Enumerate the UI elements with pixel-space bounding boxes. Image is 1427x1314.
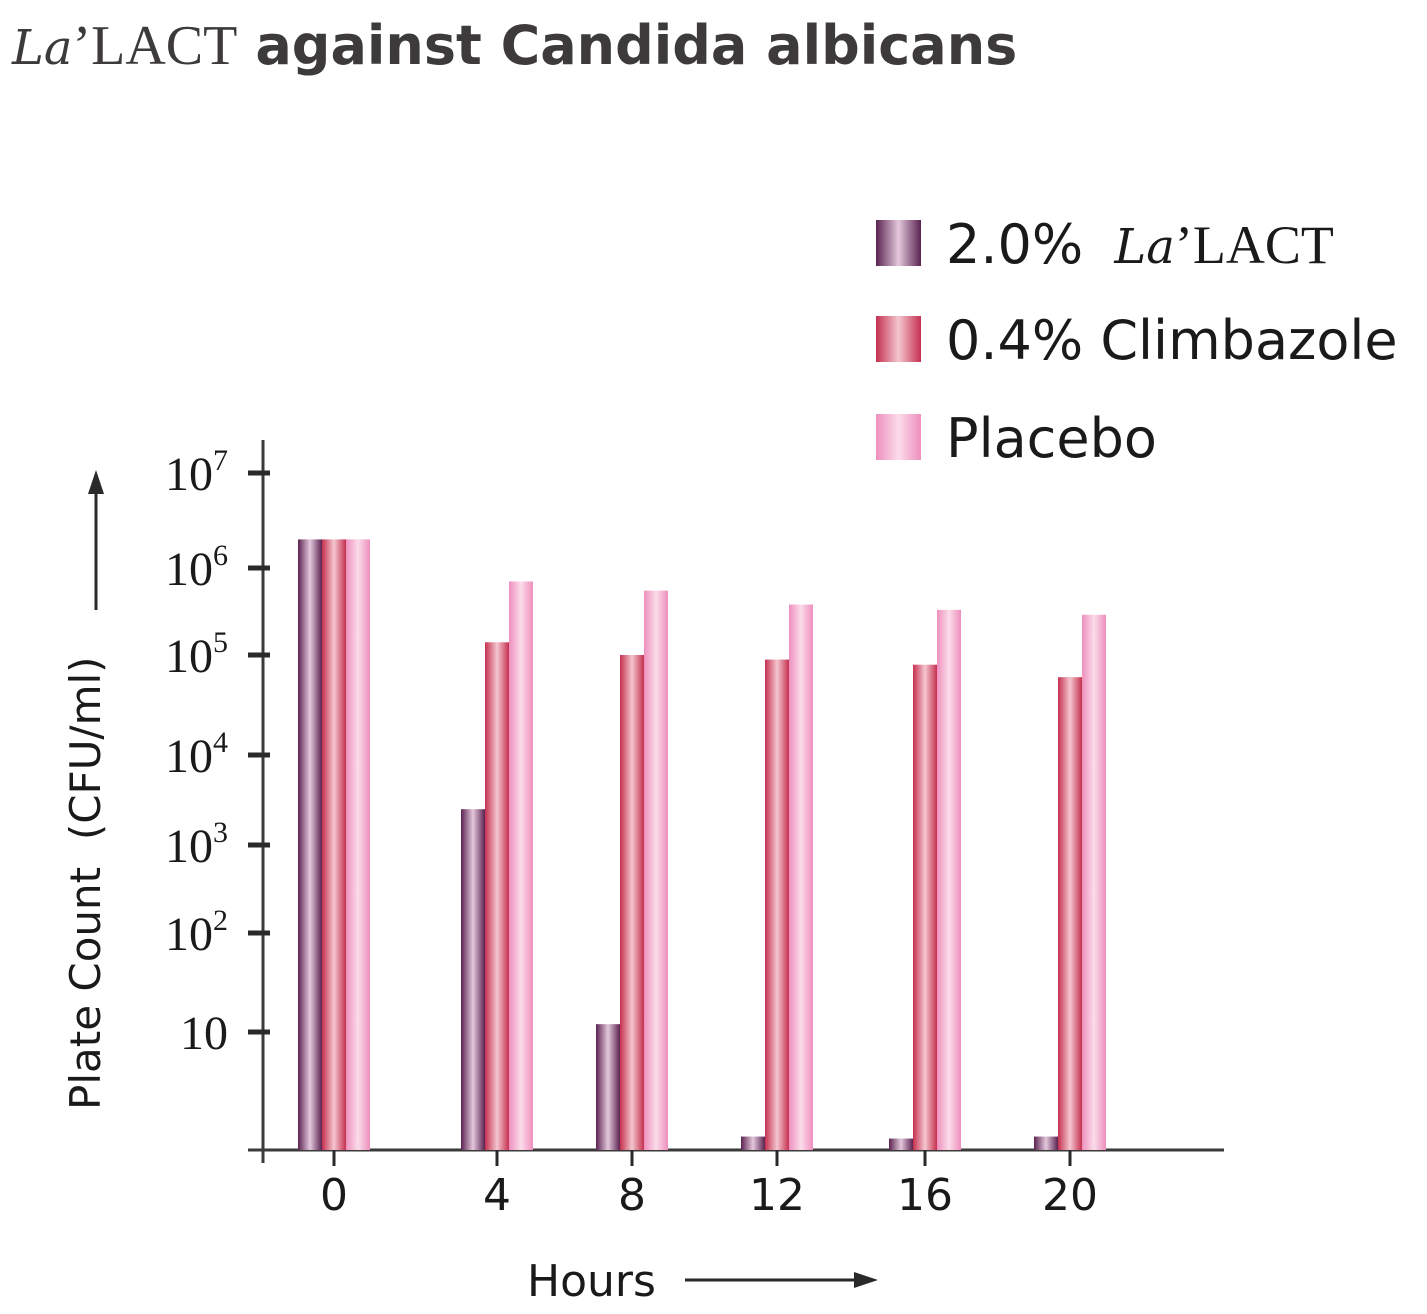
y-tick-label: 10 [180,1007,228,1060]
bar-series-1-cat-0 [322,539,346,1150]
legend-swatch [876,414,921,460]
legend-label: 0.4% Climbazole [946,309,1398,372]
legend-label-text: 2.0% [946,213,1100,276]
x-tick-label: 16 [897,1170,953,1221]
x-tick-label: 4 [483,1170,511,1221]
legend-swatch [876,316,921,362]
bar-series-2-cat-3 [789,604,813,1150]
y-tick-base: 10 [165,730,213,783]
y-tick-exponent: 3 [213,816,228,849]
title-brand-script: La [11,20,73,76]
bar-series-1-cat-5 [1058,677,1082,1150]
bar-series-1-cat-1 [485,642,509,1150]
y-tick-exponent: 7 [213,444,228,477]
y-tick-label: 107 [165,444,228,501]
legend: 2.0% La’LACT 0.4% Climbazole Placebo [876,213,1398,470]
y-tick-label: 104 [165,726,228,783]
y-tick-label: 103 [165,816,228,873]
bars-group [298,539,1106,1150]
y-tick-exponent: 2 [213,904,228,937]
x-axis-ticks: 0 4 8 12 16 20 [320,1150,1098,1221]
legend-label: 2.0% La’LACT [946,213,1334,276]
legend-brand-script: La [1113,219,1175,275]
x-tick-label: 20 [1042,1170,1098,1221]
chart-title: La’LACT against Candida albicans [11,14,1017,77]
bar-series-2-cat-1 [509,581,533,1150]
y-tick-label: 105 [165,626,228,683]
legend-label-text: 0.4% Climbazole [946,309,1398,372]
x-tick-label: 0 [320,1170,348,1221]
bar-series-0-cat-0 [298,539,322,1150]
bar-series-0-cat-5 [1034,1136,1058,1150]
y-tick-exponent: 5 [213,626,228,659]
legend-label-text: Placebo [946,407,1157,470]
y-tick-label: 102 [165,904,228,961]
bar-series-2-cat-4 [937,609,961,1150]
title-brand-name: ’LACT [73,15,238,77]
y-axis-label: Plate Count (CFU/ml) [61,656,110,1110]
title-text: against Candida albicans [255,14,1017,77]
x-tick-label: 8 [618,1170,646,1221]
bar-series-0-cat-2 [596,1024,620,1150]
y-axis-arrow-head [88,470,104,494]
bar-series-1-cat-4 [913,664,937,1150]
bar-series-0-cat-3 [741,1136,765,1150]
x-tick-label: 12 [749,1170,805,1221]
y-tick-exponent: 6 [213,539,228,572]
x-axis-arrow-head [854,1272,878,1288]
legend-swatch [876,220,921,266]
x-axis-label: Hours [527,1256,656,1307]
y-tick-base: 10 [165,908,213,961]
bar-series-1-cat-3 [765,659,789,1150]
y-tick-base: 10 [165,543,213,596]
y-tick-base: 10 [165,448,213,501]
y-tick-label: 106 [165,539,228,596]
legend-label: Placebo [946,407,1157,470]
bar-series-0-cat-4 [889,1138,913,1150]
bar-series-2-cat-5 [1082,614,1106,1150]
bar-series-0-cat-1 [461,809,485,1150]
legend-brand-name: ’LACT [1175,215,1334,275]
y-tick-base: 10 [165,630,213,683]
bar-series-1-cat-2 [620,655,644,1150]
y-tick-base: 10 [180,1007,228,1060]
bar-series-2-cat-2 [644,590,668,1150]
y-tick-exponent: 4 [213,726,228,759]
y-tick-base: 10 [165,820,213,873]
bar-series-2-cat-0 [346,539,370,1150]
